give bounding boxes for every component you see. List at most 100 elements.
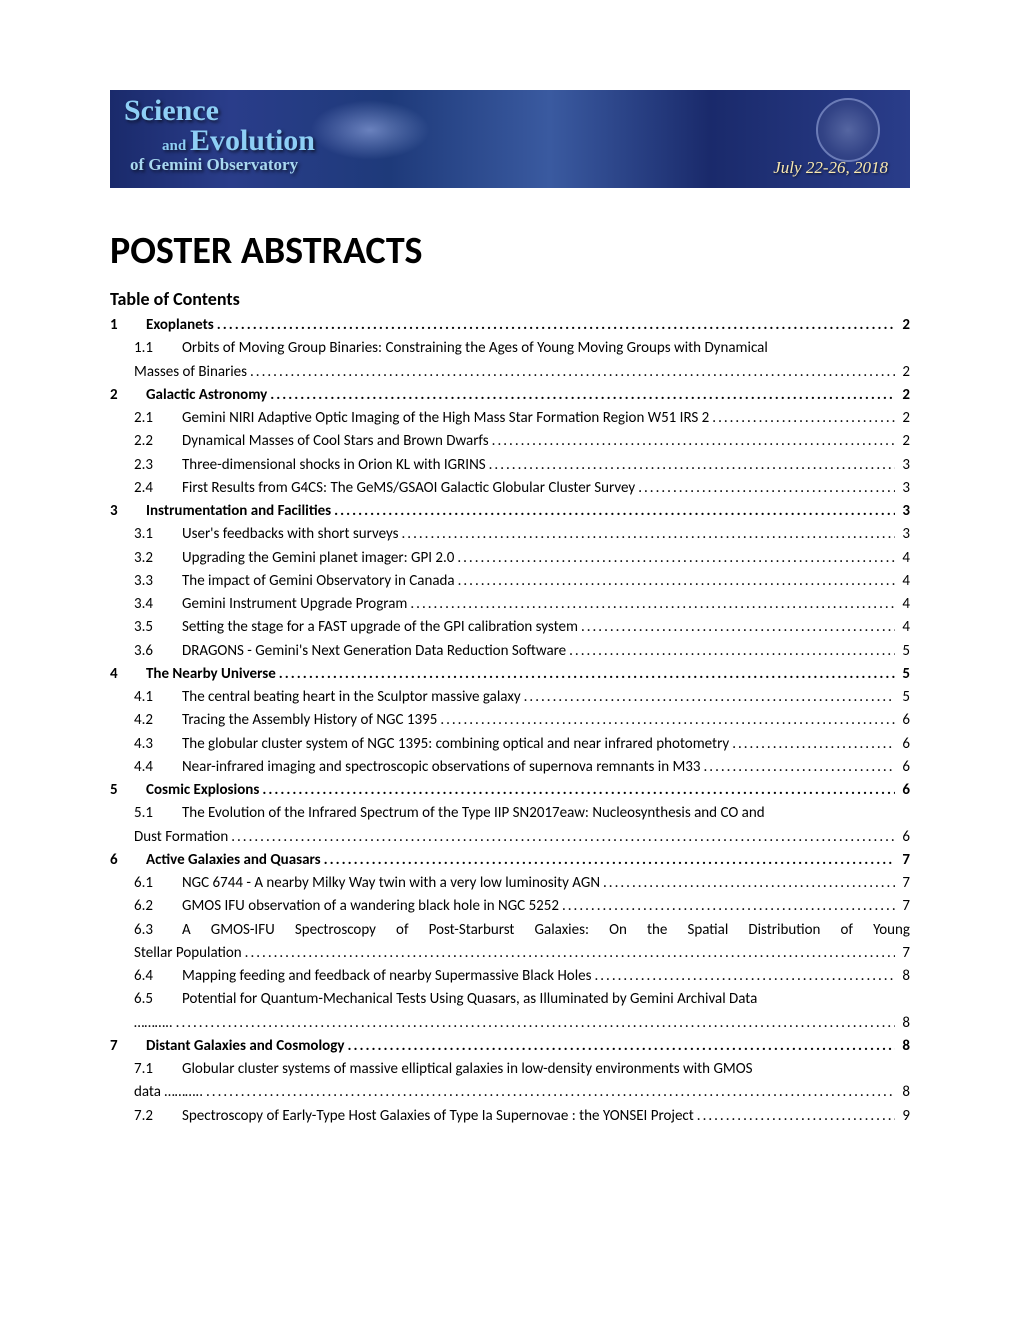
toc-leader-dots — [562, 895, 895, 910]
toc-sub-page: 4 — [898, 547, 910, 570]
toc-section-page: 3 — [898, 500, 910, 523]
toc-sub-page: 6 — [898, 826, 910, 849]
toc-sub-page: 7 — [898, 872, 910, 895]
toc-section-row: 3Instrumentation and Facilities3 — [110, 500, 910, 523]
toc-section-title: Cosmic Explosions — [146, 779, 259, 802]
toc-section-num: 4 — [110, 663, 146, 686]
toc-sub-page: 2 — [898, 361, 910, 384]
toc-sub-num: 7.2 — [134, 1105, 182, 1128]
toc-sub-continuation: ……….. 8 — [134, 1012, 910, 1035]
toc-sub-title: Spectroscopy of Early-Type Host Galaxies… — [182, 1105, 694, 1128]
toc-sub-continuation: Masses of Binaries 2 — [134, 361, 910, 384]
toc-sub-row: 6.4Mapping feeding and feedback of nearb… — [110, 965, 910, 988]
toc-sub-title: The Evolution of the Infrared Spectrum o… — [182, 802, 765, 825]
table-of-contents: 1Exoplanets21.1Orbits of Moving Group Bi… — [110, 314, 910, 1128]
toc-sub-title: Mapping feeding and feedback of nearby S… — [182, 965, 591, 988]
toc-sub-title: Near-infrared imaging and spectroscopic … — [182, 756, 701, 779]
toc-heading: Table of Contents — [110, 288, 910, 310]
toc-leader-dots — [603, 872, 895, 887]
toc-sub-row: 1.1Orbits of Moving Group Binaries: Cons… — [110, 337, 910, 360]
toc-section-num: 6 — [110, 849, 146, 872]
toc-sub-num: 4.3 — [134, 733, 182, 756]
toc-sub-title: Setting the stage for a FAST upgrade of … — [182, 616, 578, 639]
toc-sub-title: The globular cluster system of NGC 1395:… — [182, 733, 729, 756]
toc-sub-title: Globular cluster systems of massive elli… — [182, 1058, 753, 1081]
toc-section-row: 6Active Galaxies and Quasars7 — [110, 849, 910, 872]
toc-section-num: 3 — [110, 500, 146, 523]
toc-section-num: 7 — [110, 1035, 146, 1058]
banner-line-3: of Gemini Observatory — [130, 156, 315, 173]
toc-leader-dots — [262, 779, 895, 794]
toc-sub-num: 7.1 — [134, 1058, 182, 1081]
toc-sub-row: 7.1Globular cluster systems of massive e… — [110, 1058, 910, 1081]
toc-sub-page: 5 — [898, 686, 910, 709]
page-title: POSTER ABSTRACTS — [110, 228, 910, 274]
toc-section-num: 2 — [110, 384, 146, 407]
toc-leader-dots — [245, 942, 895, 957]
toc-sub-title: The central beating heart in the Sculpto… — [182, 686, 521, 709]
toc-sub-title: The impact of Gemini Observatory in Cana… — [182, 570, 455, 593]
toc-sub-row: 4.3The globular cluster system of NGC 13… — [110, 733, 910, 756]
toc-leader-dots — [410, 593, 895, 608]
toc-section-title: The Nearby Universe — [146, 663, 276, 686]
toc-sub-row: 6.3A GMOS-IFU Spectroscopy of Post-Starb… — [110, 919, 910, 942]
banner-line-1: Science — [124, 96, 315, 126]
toc-sub-cont-text: ……….. — [134, 1012, 173, 1035]
toc-leader-dots — [457, 547, 895, 562]
toc-sub-num: 2.2 — [134, 430, 182, 453]
toc-sub-title: Potential for Quantum-Mechanical Tests U… — [182, 988, 757, 1011]
toc-sub-row: 3.5Setting the stage for a FAST upgrade … — [110, 616, 910, 639]
toc-leader-dots — [270, 384, 895, 399]
toc-sub-row: 4.1The central beating heart in the Scul… — [110, 686, 910, 709]
toc-sub-cont-text: data ……….. — [134, 1081, 203, 1104]
toc-leader-dots — [712, 407, 895, 422]
toc-section-row: 2Galactic Astronomy2 — [110, 384, 910, 407]
toc-sub-continuation: Dust Formation 6 — [134, 826, 910, 849]
banner-line-2: and Evolution — [124, 126, 315, 156]
toc-sub-page: 4 — [898, 593, 910, 616]
toc-sub-cont-text: Stellar Population — [134, 942, 242, 965]
toc-sub-page: 5 — [898, 640, 910, 663]
toc-sub-num: 1.1 — [134, 337, 182, 360]
toc-sub-num: 2.1 — [134, 407, 182, 430]
toc-sub-page: 6 — [898, 756, 910, 779]
toc-sub-row: 2.1Gemini NIRI Adaptive Optic Imaging of… — [110, 407, 910, 430]
toc-sub-num: 2.3 — [134, 454, 182, 477]
toc-leader-dots — [524, 686, 895, 701]
toc-sub-title: Gemini Instrument Upgrade Program — [182, 593, 407, 616]
toc-leader-dots — [569, 640, 895, 655]
toc-sub-row: 3.6DRAGONS - Gemini's Next Generation Da… — [110, 640, 910, 663]
toc-sub-num: 3.5 — [134, 616, 182, 639]
toc-sub-num: 4.2 — [134, 709, 182, 732]
toc-sub-title: Upgrading the Gemini planet imager: GPI … — [182, 547, 454, 570]
toc-sub-num: 6.2 — [134, 895, 182, 918]
toc-sub-row: 2.4First Results from G4CS: The GeMS/GSA… — [110, 477, 910, 500]
toc-sub-num: 3.4 — [134, 593, 182, 616]
toc-sub-row: 7.2Spectroscopy of Early-Type Host Galax… — [110, 1105, 910, 1128]
toc-sub-page: 7 — [898, 895, 910, 918]
toc-leader-dots — [440, 709, 895, 724]
toc-sub-row: 2.2Dynamical Masses of Cool Stars and Br… — [110, 430, 910, 453]
toc-sub-row: 4.4Near-infrared imaging and spectroscop… — [110, 756, 910, 779]
toc-sub-title: Three-dimensional shocks in Orion KL wit… — [182, 454, 486, 477]
toc-section-title: Instrumentation and Facilities — [146, 500, 331, 523]
header-banner: Science and Evolution of Gemini Observat… — [110, 90, 910, 188]
toc-sub-num: 5.1 — [134, 802, 182, 825]
toc-leader-dots — [279, 663, 895, 678]
toc-sub-num: 3.6 — [134, 640, 182, 663]
toc-sub-title: Dynamical Masses of Cool Stars and Brown… — [182, 430, 489, 453]
toc-sub-page: 9 — [898, 1105, 910, 1128]
toc-sub-row: 3.1User's feedbacks with short surveys3 — [110, 523, 910, 546]
toc-sub-page: 7 — [898, 942, 910, 965]
toc-sub-row: 5.1The Evolution of the Infrared Spectru… — [110, 802, 910, 825]
toc-sub-page: 3 — [898, 454, 910, 477]
toc-sub-num: 6.5 — [134, 988, 182, 1011]
toc-leader-dots — [638, 477, 895, 492]
seal-icon — [816, 98, 880, 162]
toc-section-row: 1Exoplanets2 — [110, 314, 910, 337]
toc-sub-continuation: Stellar Population 7 — [134, 942, 910, 965]
toc-sub-row: 3.3The impact of Gemini Observatory in C… — [110, 570, 910, 593]
toc-leader-dots — [594, 965, 895, 980]
toc-sub-num: 6.3 — [134, 919, 182, 942]
toc-section-title: Exoplanets — [146, 314, 214, 337]
